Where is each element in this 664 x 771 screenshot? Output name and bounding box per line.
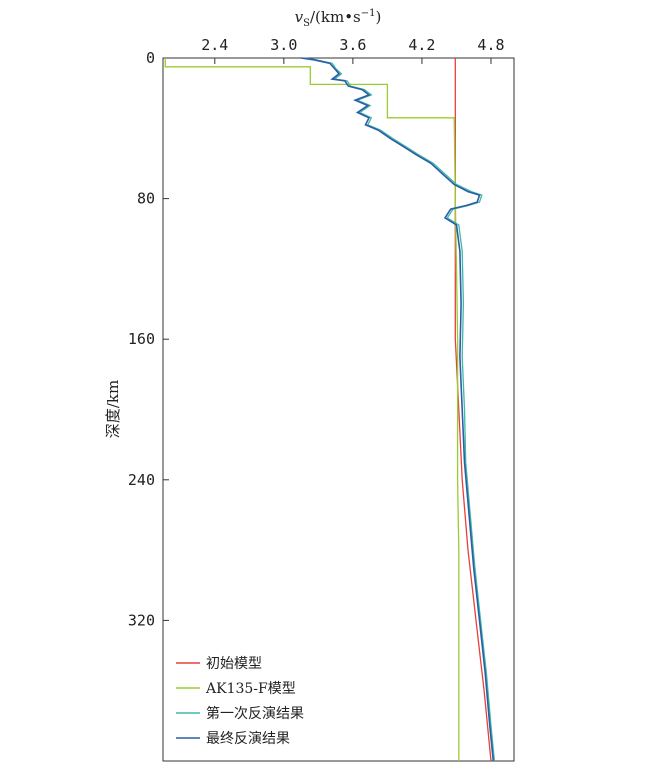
y-tick-label: 160 [128, 330, 155, 348]
x-axis-title-sup: −1 [361, 8, 376, 19]
legend-label-3: 最终反演结果 [206, 731, 290, 747]
x-tick-label: 4.2 [408, 36, 435, 54]
plot-frame [162, 57, 515, 762]
series-line-3 [300, 57, 495, 762]
y-tick-label: 320 [128, 611, 155, 629]
series-line-0 [454, 58, 492, 762]
x-tick-label: 3.0 [270, 36, 297, 54]
y-tick-label: 240 [128, 471, 155, 489]
x-axis-title-unit: /(km•s [310, 8, 361, 26]
x-tick-label: 3.6 [339, 36, 366, 54]
x-axis-title-close: ) [376, 8, 382, 26]
legend-label-2: 第一次反演结果 [206, 705, 304, 722]
y-tick-label: 80 [137, 190, 155, 208]
x-axis-title: vS/(km•s−1) [295, 8, 382, 29]
x-tick-label: 4.8 [477, 36, 504, 54]
legend-label-1: AK135-F模型 [205, 681, 296, 697]
x-axis-title-sub: S [303, 18, 310, 29]
series-line-2 [304, 57, 496, 762]
x-tick-label: 2.4 [201, 36, 228, 54]
y-tick-label: 0 [146, 49, 155, 67]
x-axis-title-var: v [295, 8, 304, 26]
legend-label-0: 初始模型 [206, 655, 262, 672]
series-line-1 [164, 58, 460, 761]
y-axis-title: 深度/km [104, 380, 122, 438]
